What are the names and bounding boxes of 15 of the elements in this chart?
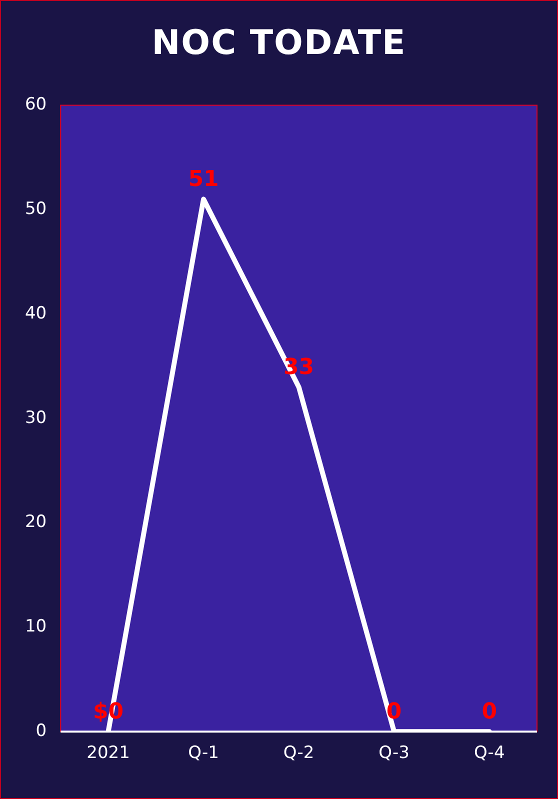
x-tick-label: Q-2 xyxy=(283,743,314,764)
data-label: 0 xyxy=(482,699,498,724)
y-tick-label: 60 xyxy=(24,94,47,115)
y-tick-label: 50 xyxy=(24,199,47,220)
x-tick-label: Q-1 xyxy=(188,743,219,764)
y-tick-label: 30 xyxy=(24,408,47,428)
x-tick-label: 2021 xyxy=(86,743,130,764)
x-tick-label: Q-4 xyxy=(474,743,505,764)
y-tick-label: 0 xyxy=(36,721,47,742)
x-tick-label: Q-3 xyxy=(378,743,410,764)
chart-title: NOC TODATE xyxy=(150,23,408,63)
y-tick-label: 20 xyxy=(24,512,47,532)
y-tick-label: 40 xyxy=(24,303,47,324)
data-label: 51 xyxy=(188,166,219,192)
y-tick-label: 10 xyxy=(24,616,47,637)
